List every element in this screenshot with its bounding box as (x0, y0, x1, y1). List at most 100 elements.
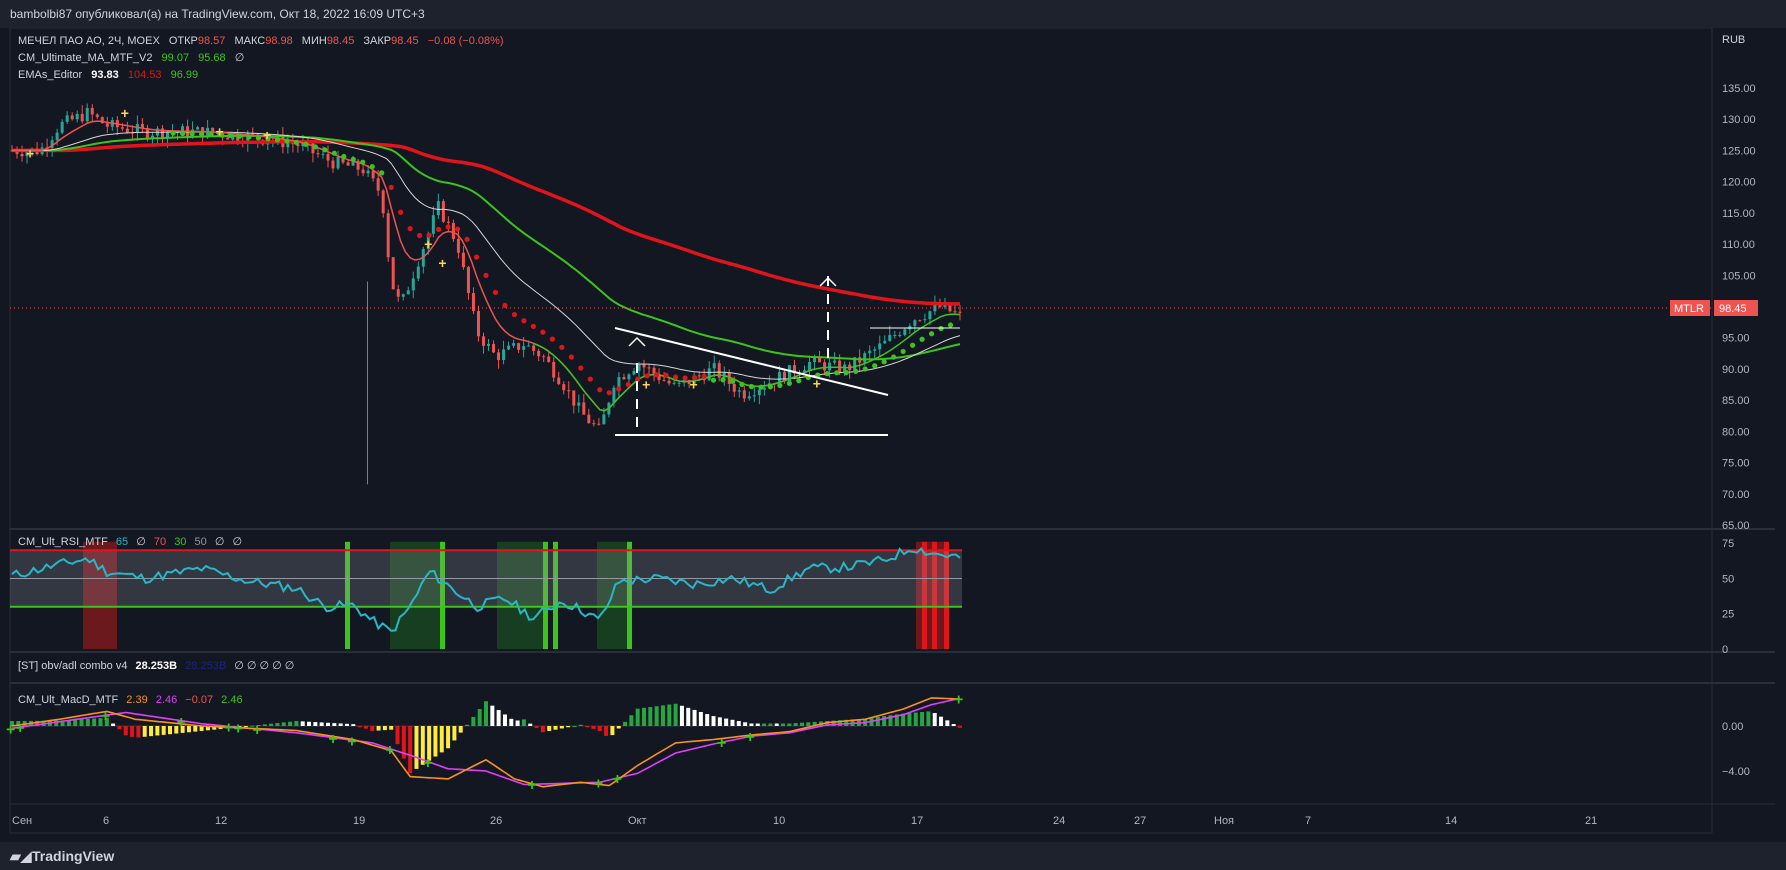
candle-body (361, 169, 365, 174)
macd-histogram-bar (73, 719, 78, 726)
ma-dot (587, 376, 593, 382)
candle-body (537, 350, 541, 357)
price-tick: 105.00 (1722, 270, 1756, 282)
macd-histogram-bar (420, 726, 425, 765)
tradingview-logo[interactable]: ▰◢TradingView (10, 848, 115, 864)
main-legend: МЕЧЕЛ ПАО АО, 2Ч, MOEX ОТКР98.57 МАКС98.… (18, 35, 504, 81)
candle-body (562, 384, 566, 391)
cross-marker: + (813, 375, 821, 391)
macd-histogram-bar (344, 723, 349, 726)
candle-body (532, 345, 536, 351)
candle-body (863, 353, 867, 363)
candle-body (65, 115, 69, 122)
macd-histogram-bar (319, 722, 324, 726)
candle-body (697, 375, 701, 377)
macd-histogram-bar (635, 708, 640, 726)
ma-dot (502, 302, 508, 309)
arrow-head-1 (628, 336, 646, 347)
macd-histogram-bar (92, 718, 97, 726)
candle-body (140, 124, 144, 128)
macd-histogram-bar (98, 718, 103, 726)
macd-histogram-bar (275, 723, 280, 726)
macd-tick: 0.00 (1722, 721, 1743, 733)
rsi-axis: 75 50 25 0 (1722, 538, 1734, 656)
candle-body (70, 115, 74, 120)
candle-body (196, 127, 200, 130)
candle-body (512, 343, 516, 346)
macd-cross-marker: + (745, 729, 754, 746)
macd-histogram-bar (736, 721, 741, 726)
rsi-band (597, 541, 630, 649)
candle-body (406, 290, 410, 295)
macd-histogram-bar (648, 707, 653, 726)
candle-body (522, 346, 526, 350)
candle-body (55, 132, 59, 141)
ma-dot (426, 232, 432, 238)
time-axis[interactable]: Сен 6 12 19 26 Окт 10 17 24 27 Ноя 7 14 21 (12, 815, 1597, 827)
macd-histogram-bar (528, 723, 533, 726)
publish-header: bambolbi87 опубликовал(а) на TradingView… (0, 0, 1786, 28)
ma-dot (284, 138, 290, 144)
macd-histogram-bar (654, 706, 659, 726)
macd-cross-marker: + (613, 771, 622, 788)
macd-histogram-bar (806, 722, 811, 726)
macd-tick: −4.00 (1722, 766, 1750, 778)
macd-histogram-bar (515, 720, 520, 726)
candle-body (833, 360, 837, 363)
last-price-badge: MTLR 98.45 (1670, 300, 1758, 316)
price-tick: 125.00 (1722, 145, 1756, 157)
candle-body (120, 127, 124, 129)
macd-cross-marker: + (527, 777, 536, 794)
ma-dot (654, 372, 660, 378)
ma-dot (701, 373, 707, 379)
time-tick: 21 (1585, 815, 1597, 827)
macd-histogram-bar (673, 703, 678, 726)
macd-histogram-bar (313, 722, 318, 726)
ma-dot (189, 131, 195, 137)
macd-histogram-bar (186, 726, 191, 733)
candle-body (296, 144, 300, 147)
ma-dot (748, 383, 755, 390)
macd-histogram-bar (54, 720, 59, 726)
candle-body (843, 364, 847, 373)
macd-histogram-bar (363, 726, 368, 729)
ma-dot (274, 137, 281, 143)
macd-histogram-bar (932, 712, 937, 726)
chart-area[interactable]: +++ ++++ + + + ++ + + + ++ ++++ + ++ ++ 135.00130.00… (0, 28, 1786, 870)
macd-histogram-bar (800, 722, 804, 726)
candle-body (471, 293, 475, 312)
macd-histogram-bar (439, 726, 444, 753)
candle-body (667, 380, 671, 384)
candle-body (321, 153, 325, 155)
candle-body (552, 361, 556, 378)
macd-cross-marker: + (328, 731, 337, 748)
macd-histogram-bar (939, 716, 944, 726)
candle-body (883, 340, 887, 344)
cross-marker: + (642, 377, 650, 393)
ma-dot (597, 387, 603, 393)
candle-body (456, 238, 460, 253)
macd-histogram-bar (212, 726, 217, 730)
candle-body (487, 343, 491, 346)
candle-body (662, 380, 666, 382)
rsi-signal-bar (932, 541, 937, 649)
ema-fast-line (12, 131, 961, 380)
candle-body (492, 343, 496, 353)
ma-dot (445, 224, 451, 230)
candle-body (928, 311, 932, 320)
cross-marker: + (121, 105, 129, 121)
candle-body (376, 178, 380, 191)
ma-dot (720, 377, 726, 383)
ma-dot (910, 342, 916, 348)
candle-body (602, 414, 606, 425)
candle-body (587, 414, 591, 424)
tradingview-logo-icon: ▰◢ (10, 848, 32, 864)
macd-histogram-bar (161, 726, 166, 735)
macd-legend: CM_Ult_MacD_MTF 2.39 2.46 −0.07 2.46 (18, 694, 243, 706)
macd-histogram-bar (357, 726, 362, 727)
candle-body (85, 107, 89, 122)
macd-histogram-bar (642, 707, 646, 726)
macd-cross-marker: + (594, 775, 603, 792)
macd-histogram-bar (256, 725, 261, 727)
candle-body (652, 367, 656, 374)
